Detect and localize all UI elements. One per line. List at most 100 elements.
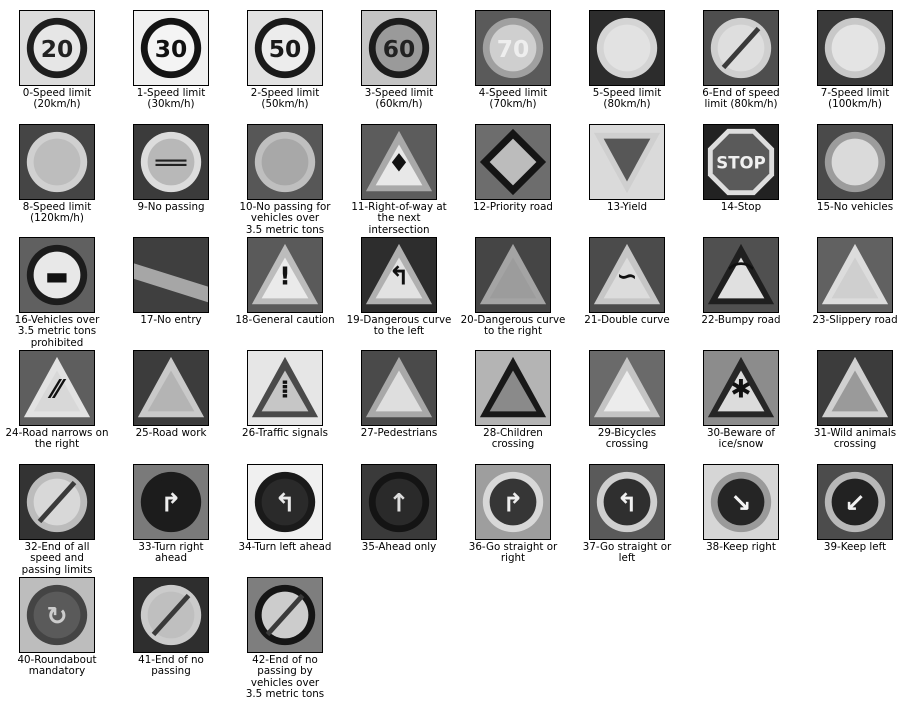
- sign-image: [817, 124, 893, 200]
- sign-image: [19, 464, 95, 540]
- general-caution-sign: !: [248, 238, 322, 312]
- sign-image: ↘: [703, 464, 779, 540]
- svg-text:30: 30: [155, 35, 188, 63]
- sign-label: 19-Dangerous curve to the left: [346, 314, 452, 338]
- sign-label: 20-Dangerous curve to the right: [460, 314, 566, 338]
- sign-label: 33-Turn right ahead: [138, 541, 204, 565]
- sign-label: 13-Yield: [606, 201, 648, 213]
- no-passing-heavy-vehicles-sign: [248, 125, 322, 199]
- sign-image: [133, 350, 209, 426]
- speed-limit-70-sign: 70: [476, 11, 550, 85]
- sign-label: 27-Pedestrians: [360, 427, 438, 439]
- sign-label: 10-No passing for vehicles over 3.5 metr…: [239, 201, 331, 236]
- road-work-sign: [134, 351, 208, 425]
- svg-text:60: 60: [383, 35, 416, 63]
- double-curve-sign: ∽: [590, 238, 664, 312]
- sign-image: [475, 237, 551, 313]
- sign-image: ↻: [19, 577, 95, 653]
- sign-image: ⌒: [703, 237, 779, 313]
- svg-text:⁞: ⁞: [280, 374, 290, 403]
- sign-label: 16-Vehicles over 3.5 metric tons prohibi…: [14, 314, 100, 349]
- keep-right-sign: ↘: [704, 465, 778, 539]
- sign-label: 41-End of no passing: [138, 654, 204, 678]
- sign-label: 12-Priority road: [473, 201, 553, 213]
- sign-image: ♦: [361, 124, 437, 200]
- no-heavy-vehicles-sign: ▬: [20, 238, 94, 312]
- sign-image: ══: [133, 124, 209, 200]
- speed-limit-20-sign: 20: [20, 11, 94, 85]
- sign-label: 31-Wild animals crossing: [813, 427, 897, 451]
- svg-text:↑: ↑: [388, 488, 409, 517]
- straight-or-left-sign: ↰: [590, 465, 664, 539]
- svg-text:∽: ∽: [616, 261, 637, 290]
- svg-text:↰: ↰: [388, 261, 409, 290]
- sign-label: 21-Double curve: [584, 314, 670, 326]
- sign-label: 7-Speed limit (100km/h): [820, 87, 890, 111]
- sign-image: [133, 237, 209, 313]
- slippery-road-sign: [818, 238, 892, 312]
- sign-image: ↰: [247, 464, 323, 540]
- end-all-limits-sign: [20, 465, 94, 539]
- sign-label: 15-No vehicles: [816, 201, 894, 213]
- sign-image: ✱: [703, 350, 779, 426]
- sign-label: 29-Bicycles crossing: [597, 427, 657, 451]
- ice-snow-sign: ✱: [704, 351, 778, 425]
- sign-image: ↰: [589, 464, 665, 540]
- sign-label: 37-Go straight or left: [582, 541, 672, 565]
- sign-image: [817, 350, 893, 426]
- svg-text:50: 50: [269, 35, 302, 63]
- sign-image: 60: [361, 10, 437, 86]
- turn-right-sign: ↱: [134, 465, 208, 539]
- sign-image: ↙: [817, 464, 893, 540]
- sign-image: 50: [247, 10, 323, 86]
- sign-image: [133, 577, 209, 653]
- speed-limit-100-sign: [818, 11, 892, 85]
- sign-label: 4-Speed limit (70km/h): [478, 87, 548, 111]
- sign-image: [475, 124, 551, 200]
- sign-image: !: [247, 237, 323, 313]
- children-crossing-sign: [476, 351, 550, 425]
- sign-label: 8-Speed limit (120km/h): [22, 201, 92, 225]
- roundabout-sign: ↻: [20, 578, 94, 652]
- sign-label: 23-Slippery road: [812, 314, 898, 326]
- speed-limit-60-sign: 60: [362, 11, 436, 85]
- ahead-only-sign: ↑: [362, 465, 436, 539]
- sign-image: 20: [19, 10, 95, 86]
- sign-image: [589, 10, 665, 86]
- no-vehicles-sign: [818, 125, 892, 199]
- sign-image: [703, 10, 779, 86]
- svg-text:STOP: STOP: [716, 153, 765, 172]
- sign-image: ↰: [361, 237, 437, 313]
- sign-image: [475, 350, 551, 426]
- sign-label: 35-Ahead only: [361, 541, 437, 553]
- sign-image: ▬: [19, 237, 95, 313]
- straight-or-right-sign: ↱: [476, 465, 550, 539]
- curve-right-sign: [476, 238, 550, 312]
- svg-text:↱: ↱: [502, 488, 523, 517]
- svg-text:✱: ✱: [730, 374, 751, 403]
- sign-label: 1-Speed limit (30km/h): [136, 87, 206, 111]
- sign-image: STOP: [703, 124, 779, 200]
- sign-image: [19, 124, 95, 200]
- wild-animals-sign: [818, 351, 892, 425]
- sign-label: 36-Go straight or right: [468, 541, 558, 565]
- sign-label: 39-Keep left: [823, 541, 887, 553]
- svg-text:↰: ↰: [274, 488, 295, 517]
- no-passing-sign: ══: [134, 125, 208, 199]
- bicycles-crossing-sign: [590, 351, 664, 425]
- end-speed-limit-80-sign: [704, 11, 778, 85]
- svg-text:20: 20: [41, 35, 74, 63]
- svg-text:70: 70: [497, 35, 530, 63]
- sign-image: ↱: [475, 464, 551, 540]
- sign-image: ∽: [589, 237, 665, 313]
- keep-left-sign: ↙: [818, 465, 892, 539]
- sign-label: 26-Traffic signals: [242, 427, 328, 439]
- sign-image: [361, 350, 437, 426]
- sign-label: 25-Road work: [135, 427, 207, 439]
- sign-image: ⁄⁄: [19, 350, 95, 426]
- speed-limit-80-sign: [590, 11, 664, 85]
- speed-limit-120-sign: [20, 125, 94, 199]
- sign-label: 9-No passing: [137, 201, 205, 213]
- sign-label: 42-End of no passing by vehicles over 3.…: [245, 654, 325, 700]
